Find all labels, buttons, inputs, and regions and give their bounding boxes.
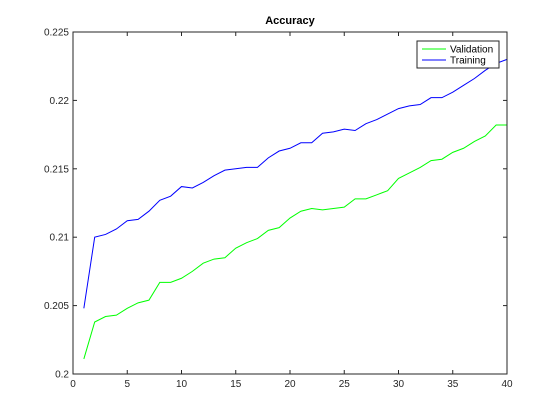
- legend-label-validation: Validation: [450, 45, 493, 56]
- legend-label-training: Training: [450, 56, 486, 67]
- plot-area: [73, 32, 507, 374]
- x-tick-label: 40: [501, 379, 513, 390]
- y-tick-label: 0.22: [50, 96, 70, 107]
- x-tick-label: 25: [339, 379, 351, 390]
- legend-box: [416, 40, 500, 69]
- y-tick-label: 0.205: [44, 301, 69, 312]
- x-tick-label: 5: [124, 379, 130, 390]
- x-tick-label: 10: [176, 379, 188, 390]
- series-line-training: [83, 58, 508, 309]
- x-tick-label: 30: [393, 379, 405, 390]
- chart-title: Accuracy: [265, 15, 315, 27]
- y-tick-label: 0.21: [50, 233, 70, 244]
- x-tick-label: 0: [70, 379, 76, 390]
- x-tick-label: 35: [447, 379, 459, 390]
- y-tick-label: 0.2: [55, 370, 69, 381]
- x-tick-label: 20: [284, 379, 296, 390]
- x-tick-label: 15: [230, 379, 242, 390]
- y-tick-label: 0.215: [44, 164, 69, 175]
- series-line-validation: [83, 124, 507, 360]
- y-tick-label: 0.225: [44, 28, 69, 39]
